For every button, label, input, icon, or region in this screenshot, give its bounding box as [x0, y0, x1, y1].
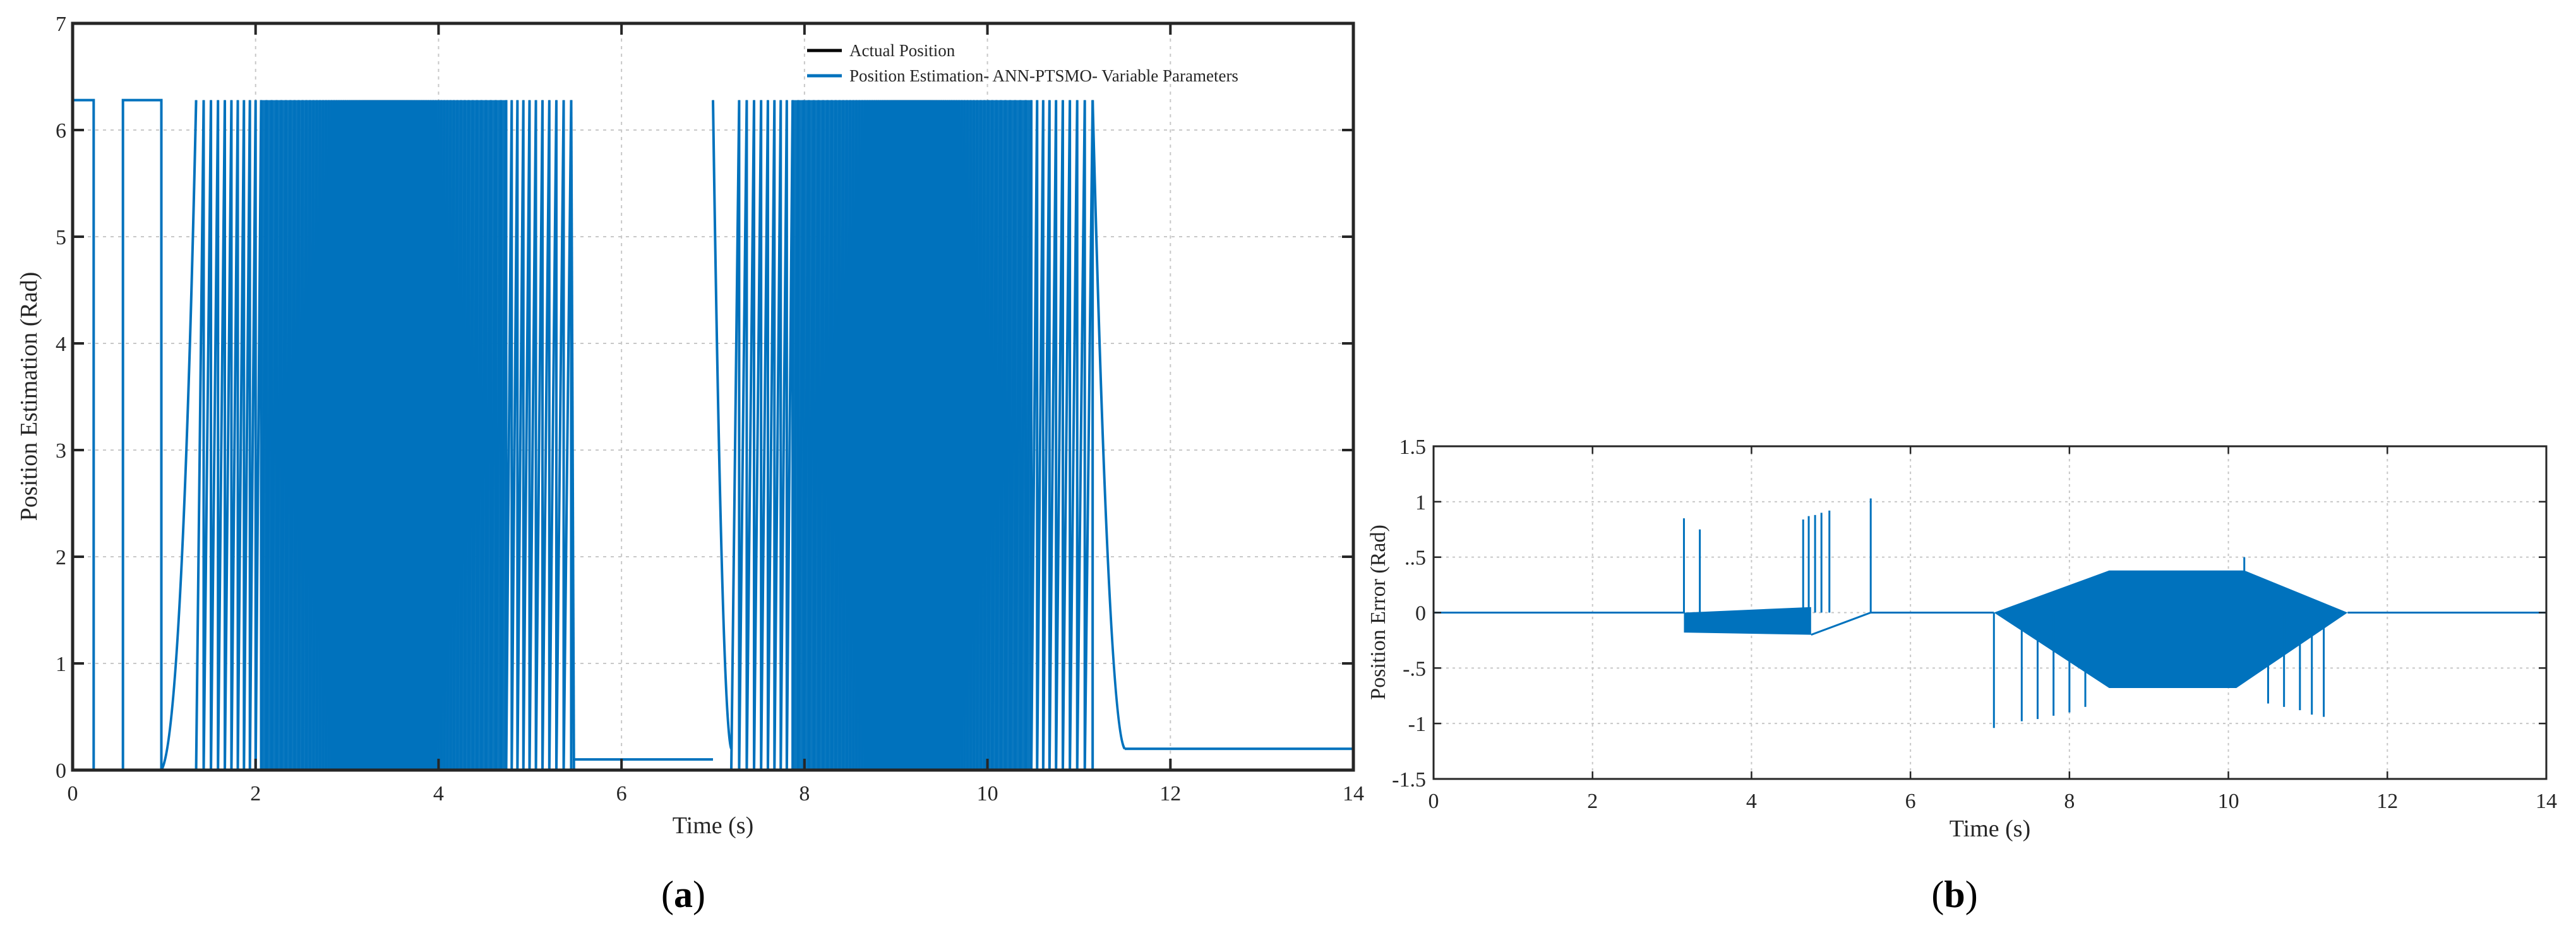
chart-a-axes-box [71, 21, 1355, 772]
x-tick-label: 6 [616, 782, 627, 805]
x-tick-label: 10 [977, 782, 998, 805]
x-tick-label: 14 [2536, 790, 2557, 813]
x-tick-label: 12 [2376, 790, 2398, 813]
y-tick-label: 0 [56, 759, 66, 783]
series-position-estimation [121, 98, 163, 770]
y-tick-label: -.5 [1403, 657, 1426, 680]
legend-label-estimation: Position Estimation- ANN-PTSMO- Variable… [849, 66, 1238, 85]
y-tick-label: -1.5 [1392, 768, 1426, 792]
x-tick-label: 0 [68, 782, 78, 805]
chart-b-xlabel: Time (s) [1950, 816, 2030, 842]
y-tick-label: ..5 [1405, 547, 1426, 570]
x-tick-label: 4 [433, 782, 444, 805]
chart-a-xlabel: Time (s) [673, 812, 753, 839]
y-tick-label: -1 [1408, 713, 1426, 736]
chart-a-plot-area [71, 98, 1353, 771]
chart-a-legend: Actual Position Position Estimation- ANN… [807, 41, 1238, 85]
y-tick-label: 1 [1415, 491, 1426, 514]
series-position-estimation [160, 100, 198, 771]
chart-b-ticks: 0 2 4 6 8 10 12 14 -1.5 -1 -.5 0 ..5 1 1.5 [1392, 436, 2557, 813]
series-actual-position [122, 99, 162, 770]
x-tick-label: 2 [1587, 790, 1598, 813]
x-tick-label: 6 [1905, 790, 1916, 813]
series-position-estimation [195, 100, 573, 771]
panel-label-a: (a) [661, 874, 705, 915]
y-tick-label: 7 [56, 13, 66, 36]
error-band-1-return [1811, 612, 1994, 636]
x-tick-label: 8 [799, 782, 810, 805]
x-tick-label: 2 [250, 782, 261, 805]
chart-b-plot-area [1434, 498, 2546, 728]
series-actual-position [1092, 100, 1125, 749]
x-tick-label: 8 [2064, 790, 2075, 813]
y-tick-label: 4 [56, 333, 66, 356]
legend-label-actual: Actual Position [849, 41, 956, 60]
series-position-estimation [729, 100, 1094, 771]
series-actual-position [160, 100, 197, 771]
x-tick-label: 14 [1343, 782, 1364, 805]
y-tick-label: 1.5 [1399, 436, 1427, 459]
error-band-2 [1994, 570, 2348, 688]
y-tick-label: 0 [1415, 602, 1426, 626]
series-position-estimation [570, 100, 575, 771]
y-tick-label: 5 [56, 226, 66, 249]
x-tick-label: 10 [2218, 790, 2239, 813]
error-band-1 [1684, 607, 1811, 635]
series-position-estimation [71, 98, 95, 770]
chart-a-ylabel: Position Estimation (Rad) [16, 272, 42, 521]
y-tick-label: 3 [56, 439, 66, 463]
x-tick-label: 12 [1159, 782, 1181, 805]
y-tick-label: 6 [56, 119, 66, 143]
series-actual-position [712, 100, 732, 749]
series-position-estimation [712, 100, 733, 749]
series-actual-position [72, 99, 95, 770]
panel-label-b: (b) [1931, 874, 1977, 915]
y-tick-label: 1 [56, 653, 66, 676]
y-tick-label: 2 [56, 546, 66, 569]
chart-b: 0 2 4 6 8 10 12 14 -1.5 -1 -.5 0 ..5 1 1.5 Time (s) Po… [1367, 436, 2557, 915]
x-tick-label: 4 [1746, 790, 1757, 813]
series-position-estimation [1091, 100, 1126, 750]
chart-b-ylabel: Position Error (Rad) [1367, 525, 1390, 700]
x-tick-label: 0 [1429, 790, 1439, 813]
